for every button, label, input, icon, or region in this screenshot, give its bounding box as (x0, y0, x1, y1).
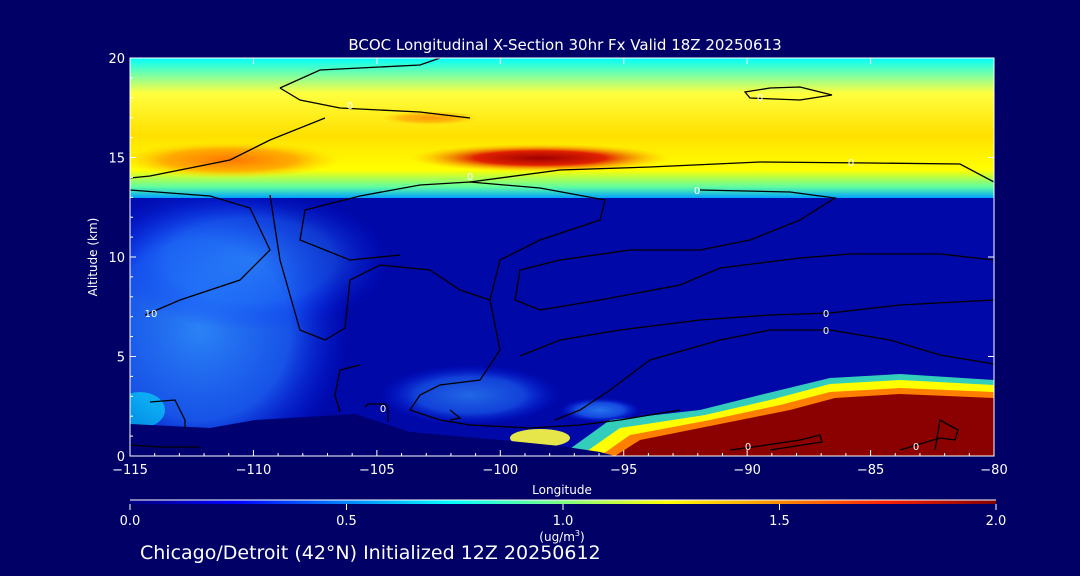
x-tick-label: −105 (359, 463, 395, 478)
colorbar-tick-label: 1.5 (769, 514, 790, 529)
contour-label: 0 (467, 172, 473, 183)
colorbar-tick-label: 0.0 (120, 514, 141, 529)
y-tick-label: 20 (108, 52, 125, 67)
x-tick-label: −95 (610, 463, 637, 478)
x-tick-label: −110 (236, 463, 272, 478)
x-tick-label: −90 (733, 463, 760, 478)
contour-label: 0 (823, 326, 829, 337)
x-tick-label: −85 (857, 463, 884, 478)
x-tick-label: −80 (980, 463, 1007, 478)
contour-label: 0 (347, 101, 353, 112)
colorbar-tick-label: 0.5 (336, 514, 357, 529)
contour-label: 0 (848, 158, 854, 169)
contour-label: 0 (380, 404, 386, 415)
contour-label: 0 (913, 442, 919, 453)
contour-lines (130, 58, 994, 451)
colorbar-tick-label: 1.0 (553, 514, 574, 529)
contour-labels: 0 0 0 0 0 0 0 0 10 0 0 (145, 93, 920, 453)
y-tick-label: 0 (117, 450, 125, 465)
y-tick-label: 10 (108, 251, 125, 266)
contour-label: 0 (694, 186, 700, 197)
x-axis: −115 −110 −105 −100 −95 −90 −85 −80 (112, 58, 1008, 478)
contour-label: 0 (757, 93, 763, 104)
colorbar-ticks: 0.0 0.5 1.0 1.5 2.0 (120, 504, 1007, 529)
contour-label: 10 (145, 309, 158, 320)
colorbar-units: (ug/m3) (539, 529, 584, 544)
y-axis-label: Altitude (km) (86, 218, 100, 297)
contour-label: 0 (745, 442, 751, 453)
y-tick-label: 15 (108, 152, 125, 167)
colorbar (130, 500, 996, 504)
chart-title: BCOC Longitudinal X-Section 30hr Fx Vali… (348, 36, 781, 54)
x-tick-label: −115 (112, 463, 148, 478)
y-axis: 0 5 10 15 20 (108, 52, 994, 465)
x-axis-label: Longitude (532, 483, 592, 497)
colorbar-tick-label: 2.0 (986, 514, 1007, 529)
concentration-field (130, 58, 994, 456)
contour-label: 0 (823, 309, 829, 320)
y-tick-label: 5 (117, 351, 125, 366)
x-tick-label: −100 (482, 463, 518, 478)
footer-caption: Chicago/Detroit (42°N) Initialized 12Z 2… (140, 542, 601, 564)
